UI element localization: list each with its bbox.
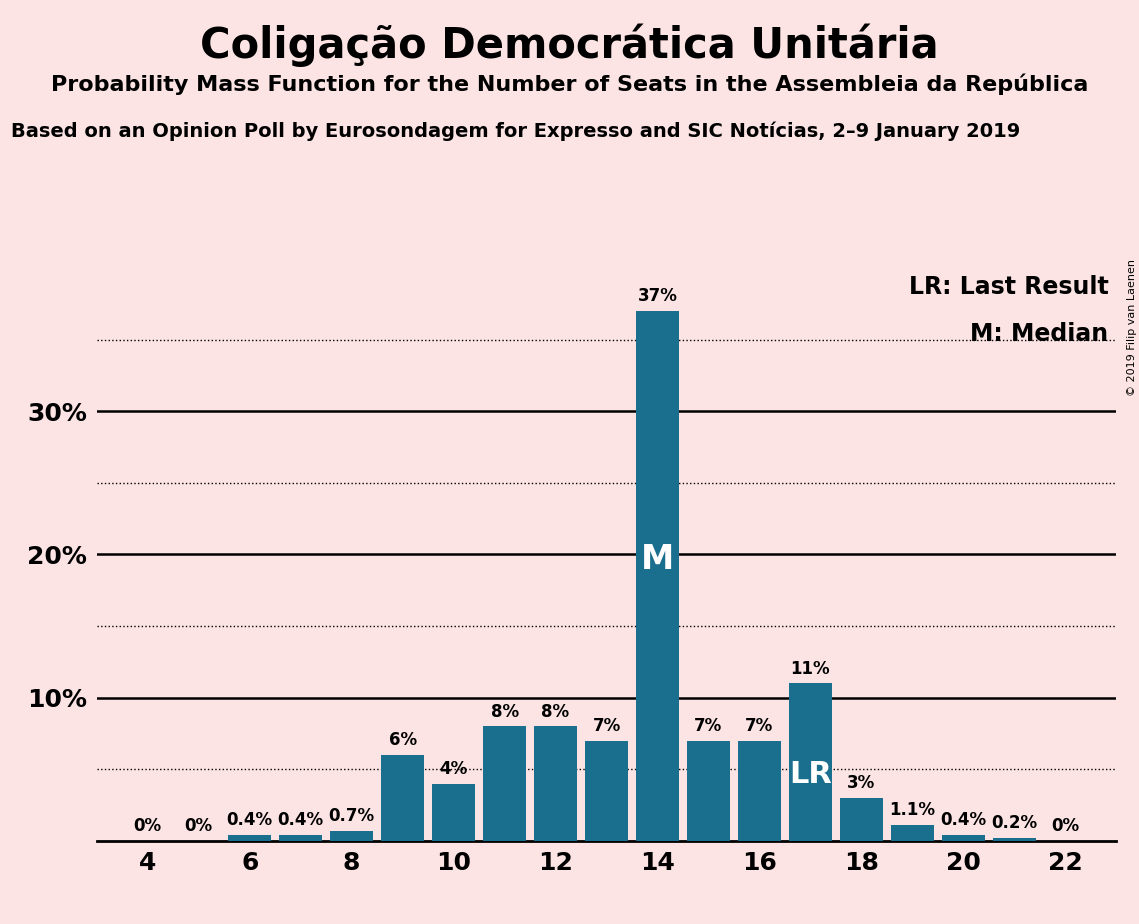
Text: 0%: 0% [185,817,213,835]
Text: 8%: 8% [491,702,518,721]
Text: M: Median: M: Median [970,322,1108,346]
Bar [839,797,883,841]
Text: 4%: 4% [440,760,468,778]
Bar [942,835,985,841]
Bar [432,784,475,841]
Text: LR: LR [789,760,831,789]
Bar [330,831,374,841]
Bar [380,755,425,841]
Text: 1.1%: 1.1% [890,801,935,820]
Text: Probability Mass Function for the Number of Seats in the Assembleia da República: Probability Mass Function for the Number… [51,74,1088,95]
Bar [279,835,322,841]
Text: 8%: 8% [541,702,570,721]
Text: 0.4%: 0.4% [227,811,272,830]
Text: M: M [641,543,674,577]
Bar [738,741,781,841]
Text: 0.7%: 0.7% [329,807,375,825]
Text: Coligação Democrática Unitária: Coligação Democrática Unitária [200,23,939,67]
Text: 7%: 7% [695,717,722,735]
Text: Based on an Opinion Poll by Eurosondagem for Expresso and SIC Notícias, 2–9 Janu: Based on an Opinion Poll by Eurosondagem… [11,122,1021,141]
Bar [788,684,833,841]
Bar [483,726,526,841]
Bar [636,310,679,841]
Text: 3%: 3% [847,774,876,792]
Bar [687,741,730,841]
Text: 11%: 11% [790,660,830,677]
Bar [584,741,629,841]
Text: 0.4%: 0.4% [941,811,986,830]
Bar [534,726,577,841]
Bar [891,825,934,841]
Text: 7%: 7% [745,717,773,735]
Text: 37%: 37% [638,287,678,305]
Text: LR: Last Result: LR: Last Result [909,275,1108,299]
Text: 0%: 0% [1051,817,1080,835]
Text: © 2019 Filip van Laenen: © 2019 Filip van Laenen [1126,259,1137,395]
Bar [992,838,1036,841]
Text: 0.2%: 0.2% [991,814,1038,833]
Bar [228,835,271,841]
Text: 7%: 7% [592,717,621,735]
Text: 0%: 0% [133,817,162,835]
Text: 6%: 6% [388,731,417,749]
Text: 0.4%: 0.4% [278,811,323,830]
